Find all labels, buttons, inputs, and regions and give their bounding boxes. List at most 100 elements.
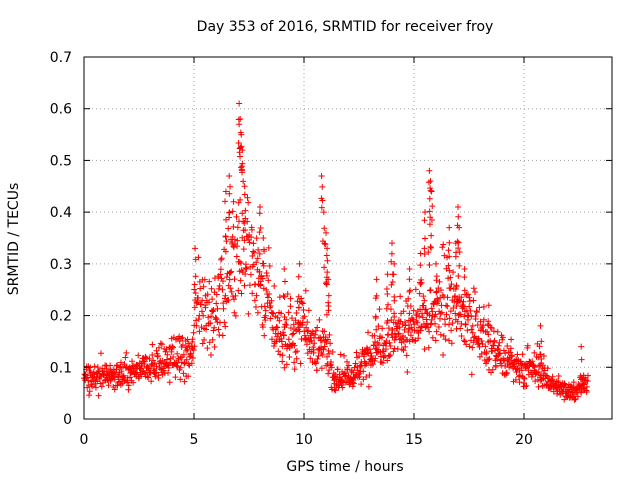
data-point	[234, 237, 241, 244]
data-point	[461, 274, 468, 281]
data-point	[152, 373, 159, 380]
data-point	[296, 260, 303, 267]
data-point	[400, 347, 407, 354]
data-point	[296, 328, 303, 335]
data-point	[236, 100, 243, 107]
data-point	[415, 335, 422, 342]
data-point	[277, 351, 284, 358]
data-point	[503, 370, 510, 377]
data-point	[432, 311, 439, 318]
data-point	[209, 336, 216, 343]
data-point	[222, 188, 229, 195]
data-point	[105, 382, 112, 389]
data-point	[454, 238, 461, 245]
data-point	[174, 363, 181, 370]
data-point	[119, 363, 126, 370]
data-point	[384, 271, 391, 278]
data-point	[461, 337, 468, 344]
data-point	[367, 350, 374, 357]
data-point	[323, 229, 329, 236]
data-point	[324, 269, 331, 276]
data-point	[550, 388, 557, 395]
data-point	[265, 244, 272, 251]
data-point	[145, 365, 152, 372]
data-point	[422, 306, 429, 313]
data-point	[372, 338, 379, 345]
data-point	[439, 244, 446, 251]
data-point	[284, 291, 291, 298]
data-point	[242, 270, 249, 277]
data-point	[231, 276, 238, 283]
data-point	[494, 355, 501, 362]
data-point	[325, 347, 332, 354]
data-point	[448, 327, 455, 334]
data-point	[426, 167, 433, 174]
data-point	[323, 339, 330, 346]
data-point	[402, 343, 409, 350]
data-point	[247, 271, 254, 278]
y-tick-label: 0.6	[50, 102, 72, 118]
data-point	[184, 346, 191, 353]
data-point	[442, 336, 449, 343]
data-point	[467, 307, 474, 314]
data-point	[447, 308, 454, 315]
data-point	[466, 294, 473, 301]
data-point	[209, 296, 216, 303]
data-point	[500, 347, 507, 354]
data-point	[507, 345, 514, 352]
y-tick-label: 0.5	[50, 153, 72, 169]
data-point	[303, 324, 310, 331]
data-point	[410, 307, 417, 314]
data-point	[118, 368, 125, 375]
data-point	[487, 338, 494, 345]
data-point	[157, 340, 164, 347]
data-point	[489, 366, 496, 373]
data-point	[183, 356, 190, 363]
data-point	[305, 327, 312, 334]
data-point	[475, 335, 482, 342]
data-point	[327, 340, 334, 347]
data-point	[494, 345, 501, 352]
data-point	[529, 358, 536, 365]
data-point	[495, 342, 502, 349]
data-point	[450, 304, 457, 311]
data-point	[524, 342, 531, 349]
data-point	[154, 352, 161, 359]
data-point	[523, 382, 530, 389]
data-point	[426, 221, 433, 228]
data-point	[191, 304, 198, 311]
data-point	[100, 371, 107, 378]
data-point	[365, 383, 372, 390]
data-point	[265, 277, 272, 284]
data-point	[294, 348, 301, 355]
data-point	[470, 285, 477, 292]
data-point	[305, 307, 312, 314]
data-point	[372, 295, 379, 302]
data-point	[324, 245, 331, 252]
data-point	[207, 320, 214, 327]
data-point	[192, 273, 199, 280]
data-point	[197, 301, 204, 308]
data-points	[81, 100, 591, 403]
data-point	[432, 337, 439, 344]
data-point	[320, 346, 327, 353]
data-point	[334, 366, 341, 373]
data-point	[443, 302, 450, 309]
data-point	[249, 290, 256, 297]
data-point	[185, 360, 192, 367]
data-point	[446, 315, 453, 322]
data-point	[448, 281, 455, 288]
data-point	[403, 352, 410, 359]
data-point	[231, 296, 238, 303]
data-point	[446, 224, 453, 231]
data-point	[191, 286, 198, 293]
data-point	[574, 393, 581, 400]
data-point	[491, 337, 498, 344]
data-point	[485, 302, 492, 309]
data-point	[166, 379, 173, 386]
data-point	[426, 208, 433, 215]
data-point	[324, 353, 331, 360]
data-point	[281, 266, 288, 273]
data-point	[244, 218, 251, 225]
